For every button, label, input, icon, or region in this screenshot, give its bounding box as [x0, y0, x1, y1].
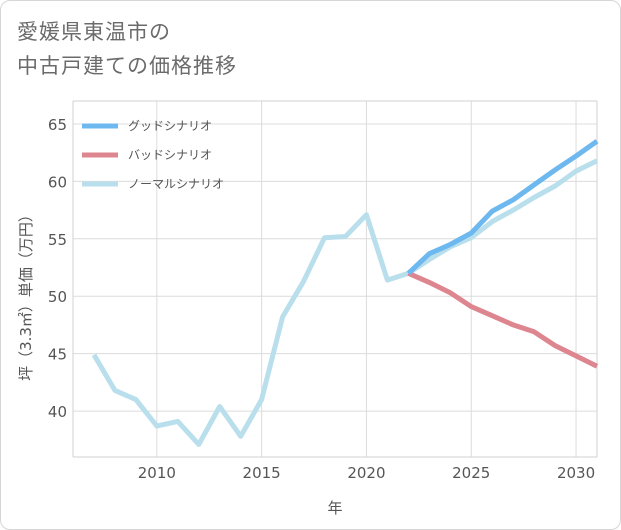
chart-title: 愛媛県東温市の 中古戸建ての価格推移	[17, 15, 237, 83]
legend-label-2: ノーマルシナリオ	[128, 177, 224, 191]
series-lines	[91, 139, 599, 447]
x-tick-label: 2020	[347, 464, 385, 482]
axes: 2010 2015 2020 2025 2030 40 45 50 55 60 65	[48, 100, 598, 482]
series-line-1	[407, 271, 599, 369]
title-line-1: 愛媛県東温市の	[17, 20, 171, 44]
x-tick-label: 2025	[452, 464, 490, 482]
series-line-2	[91, 158, 599, 447]
legend-label-1: バッドシナリオ	[128, 148, 212, 162]
legend-label-0: グッドシナリオ	[128, 119, 212, 133]
x-tick-label: 2015	[243, 464, 281, 482]
y-tick-label: 40	[48, 403, 67, 421]
grid-lines	[73, 101, 597, 457]
x-tick-label: 2010	[138, 464, 176, 482]
y-tick-label: 45	[48, 346, 67, 364]
x-tick-label: 2030	[557, 464, 595, 482]
x-axis-label: 年	[327, 499, 342, 517]
y-tick-label: 60	[48, 173, 67, 191]
y-axis-label: 坪（3.3㎡）単価（万円）	[17, 207, 35, 381]
title-line-2: 中古戸建ての価格推移	[17, 54, 237, 78]
y-tick-label: 65	[48, 116, 67, 134]
y-tick-label: 50	[48, 288, 67, 306]
y-tick-label: 55	[48, 231, 67, 249]
series-line-0	[406, 139, 599, 276]
